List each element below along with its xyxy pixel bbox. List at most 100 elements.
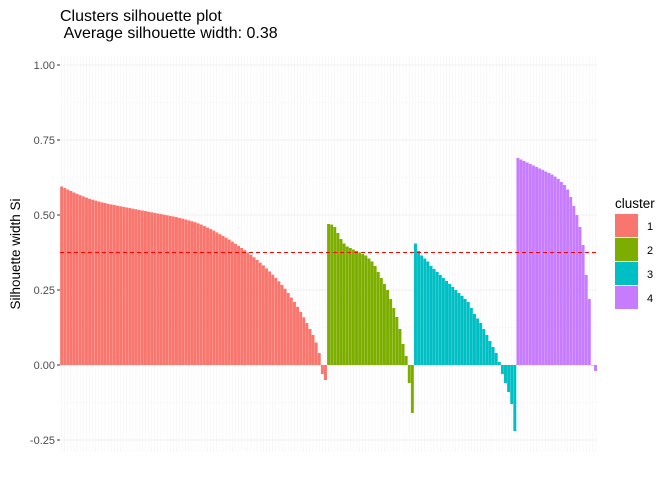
silhouette-bar-cluster-2	[336, 233, 340, 365]
silhouette-bar-cluster-4	[581, 245, 585, 365]
silhouette-bar-cluster-3	[472, 314, 476, 365]
silhouette-bar-cluster-1	[274, 278, 278, 365]
silhouette-bar-cluster-1	[66, 189, 70, 365]
silhouette-bar-cluster-1	[143, 211, 147, 365]
silhouette-bar-cluster-1	[265, 268, 268, 365]
silhouette-bar-cluster-3	[469, 308, 473, 365]
silhouette-bar-cluster-2	[370, 261, 374, 365]
legend: cluster 1 2 3 4	[615, 196, 655, 309]
silhouette-bar-cluster-4	[535, 167, 539, 365]
silhouette-bar-cluster-1	[292, 302, 296, 365]
silhouette-bar-cluster-1	[286, 293, 290, 365]
silhouette-bar-cluster-1	[171, 216, 175, 365]
silhouette-bar-cluster-1	[209, 229, 213, 365]
silhouette-bar-cluster-2	[327, 224, 331, 365]
silhouette-bar-cluster-4	[590, 365, 594, 366]
silhouette-bar-cluster-1	[175, 217, 178, 365]
silhouette-bar-cluster-2	[401, 344, 405, 365]
silhouette-bar-cluster-2	[379, 278, 383, 365]
silhouette-bar-cluster-1	[199, 224, 203, 365]
y-tick-label: 0.50	[34, 210, 55, 222]
silhouette-bar-cluster-1	[168, 215, 172, 365]
silhouette-bar-cluster-1	[299, 311, 303, 365]
silhouette-bar-cluster-1	[317, 353, 321, 365]
silhouette-bar-cluster-3	[497, 362, 501, 365]
silhouette-bar-cluster-1	[91, 199, 95, 365]
silhouette-bar-cluster-2	[395, 317, 399, 365]
silhouette-bar-cluster-1	[190, 221, 194, 365]
silhouette-bar-cluster-1	[63, 188, 67, 365]
silhouette-bar-cluster-2	[364, 255, 368, 365]
silhouette-bar-cluster-4	[541, 170, 545, 365]
silhouette-bar-cluster-2	[355, 251, 358, 365]
silhouette-bar-cluster-4	[531, 165, 535, 365]
silhouette-bar-cluster-1	[137, 209, 141, 365]
silhouette-bar-cluster-3	[435, 272, 439, 365]
silhouette-bar-cluster-1	[224, 237, 228, 365]
silhouette-bar-cluster-3	[441, 278, 445, 365]
silhouette-bar-cluster-1	[268, 271, 272, 365]
silhouette-bar-cluster-4	[516, 158, 520, 365]
silhouette-bar-cluster-1	[128, 208, 132, 365]
silhouette-bar-cluster-4	[528, 164, 532, 365]
silhouette-bar-cluster-1	[162, 214, 166, 365]
silhouette-bar-cluster-3	[510, 365, 514, 404]
silhouette-bar-cluster-1	[103, 203, 107, 365]
silhouette-bar-cluster-1	[69, 191, 73, 365]
silhouette-bar-cluster-4	[569, 197, 573, 365]
silhouette-bar-cluster-1	[88, 198, 92, 365]
silhouette-bar-cluster-3	[491, 347, 495, 365]
silhouette-bar-cluster-2	[333, 227, 337, 365]
silhouette-bar-cluster-1	[156, 213, 160, 365]
silhouette-bar-cluster-3	[463, 299, 467, 365]
silhouette-bar-cluster-1	[218, 234, 222, 365]
silhouette-bar-cluster-2	[376, 272, 380, 365]
silhouette-bar-cluster-1	[131, 208, 135, 365]
silhouette-bar-cluster-1	[237, 245, 241, 365]
silhouette-bar-cluster-2	[339, 239, 343, 365]
silhouette-bar-cluster-1	[75, 194, 79, 365]
silhouette-bar-cluster-1	[112, 205, 116, 365]
silhouette-bar-cluster-3	[466, 302, 470, 365]
silhouette-bar-cluster-1	[302, 317, 306, 365]
silhouette-bar-cluster-4	[538, 168, 542, 365]
silhouette-bar-cluster-2	[389, 299, 393, 365]
silhouette-bar-cluster-1	[277, 281, 281, 365]
legend-label-4: 4	[647, 293, 653, 305]
silhouette-bar-cluster-3	[460, 296, 464, 365]
silhouette-bar-cluster-1	[97, 201, 101, 365]
silhouette-bar-cluster-1	[280, 284, 284, 365]
silhouette-bar-cluster-1	[240, 248, 244, 365]
silhouette-bar-cluster-1	[296, 306, 299, 365]
silhouette-bar-cluster-2	[330, 224, 334, 365]
silhouette-bar-cluster-1	[271, 274, 275, 365]
silhouette-bar-cluster-2	[348, 248, 352, 365]
silhouette-bar-cluster-1	[150, 212, 154, 365]
silhouette-bar-cluster-4	[578, 227, 582, 365]
silhouette-bar-cluster-1	[314, 342, 318, 365]
silhouette-bar-cluster-1	[134, 209, 138, 365]
silhouette-bar-cluster-1	[119, 206, 123, 365]
legend-swatch-1	[615, 214, 638, 237]
silhouette-bar-cluster-1	[289, 297, 293, 365]
legend-swatch-3	[615, 262, 638, 285]
silhouette-bar-cluster-4	[563, 185, 566, 365]
legend-label-3: 3	[647, 269, 653, 281]
silhouette-bar-cluster-3	[513, 365, 517, 431]
chart-subtitle: Average silhouette width: 0.38	[60, 25, 278, 42]
silhouette-bar-cluster-4	[544, 171, 548, 365]
silhouette-bar-cluster-2	[367, 258, 371, 365]
silhouette-bar-cluster-1	[212, 230, 216, 365]
y-axis-title: Silhouette width Si	[8, 198, 23, 309]
silhouette-bar-cluster-3	[494, 353, 498, 365]
silhouette-bar-cluster-2	[398, 329, 402, 365]
silhouette-bar-cluster-1	[181, 218, 185, 365]
silhouette-bar-cluster-2	[345, 246, 349, 365]
silhouette-bar-cluster-1	[221, 236, 225, 365]
silhouette-bar-cluster-1	[140, 210, 144, 365]
plot-panel	[60, 56, 597, 452]
silhouette-bar-cluster-3	[414, 243, 417, 365]
silhouette-bar-cluster-1	[233, 243, 237, 365]
silhouette-bar-cluster-3	[429, 266, 433, 365]
silhouette-bar-cluster-2	[386, 290, 390, 365]
